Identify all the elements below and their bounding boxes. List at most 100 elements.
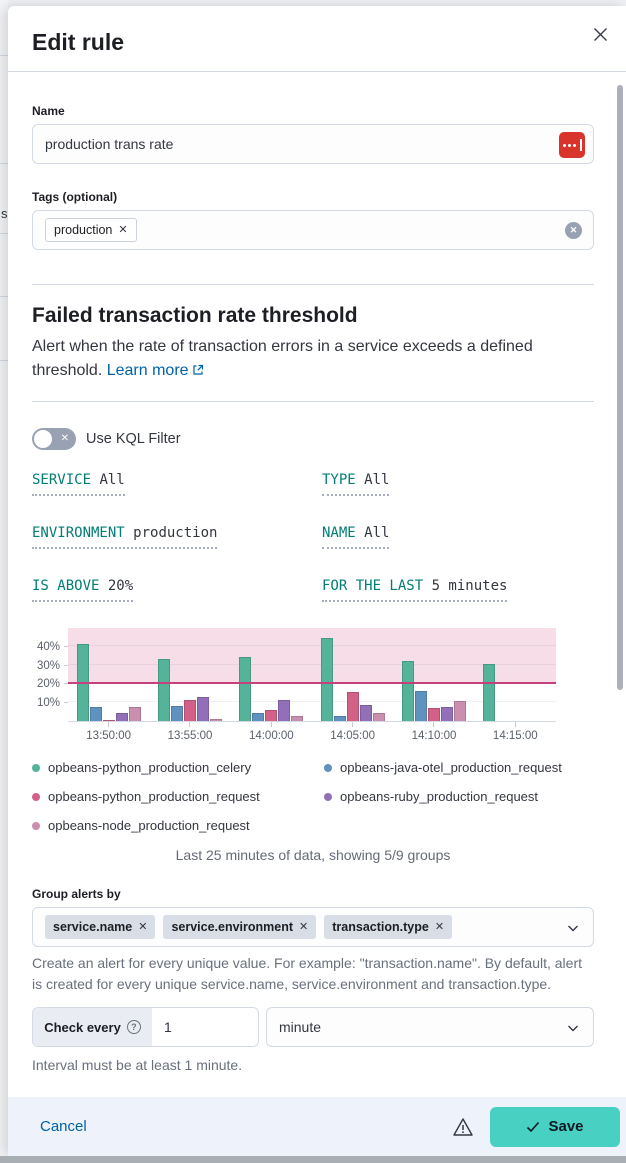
x-tick-mark: [514, 722, 516, 727]
legend-item[interactable]: opbeans-ruby_production_request: [324, 789, 594, 804]
name-input[interactable]: [45, 136, 581, 152]
legend-dot: [324, 763, 332, 772]
legend-item[interactable]: opbeans-python_production_celery: [32, 760, 324, 775]
bar-opbeans-python_production_request: [427, 708, 440, 721]
bar-group: [312, 628, 393, 721]
x-tick-label: 13:50:00: [86, 730, 132, 742]
tags-combobox[interactable]: production ✕ ✕: [32, 210, 594, 250]
bar-opbeans-ruby_production_request: [359, 705, 372, 721]
interval-count-input[interactable]: [164, 1019, 258, 1035]
remove-group-by-icon[interactable]: ✕: [434, 920, 445, 933]
legend-dot: [32, 792, 40, 801]
interval-unit-select[interactable]: minute: [266, 1007, 594, 1047]
group-by-badge-label: service.environment: [171, 920, 294, 934]
group-alerts-by-label: Group alerts by: [32, 887, 121, 901]
kql-filter-toggle[interactable]: ✕: [32, 428, 76, 450]
bar-opbeans-java-otel_production_request: [89, 707, 102, 721]
expression-service[interactable]: SERVICE All: [32, 472, 125, 496]
bar-opbeans-node_production_request: [209, 719, 222, 721]
rule-type-title: Failed transaction rate threshold: [32, 304, 358, 327]
bar-group: [393, 628, 474, 721]
bar-group: [68, 628, 149, 721]
learn-more-link[interactable]: Learn more: [107, 362, 204, 379]
cancel-button[interactable]: Cancel: [40, 1118, 87, 1135]
expression-value: All: [99, 472, 125, 488]
expression-label: NAME: [322, 525, 365, 541]
bar-opbeans-java-otel_production_request: [252, 713, 265, 721]
legend-dot: [32, 763, 40, 772]
legend-label: opbeans-node_production_request: [48, 818, 250, 833]
close-icon: [593, 27, 607, 41]
x-tick-label: 14:10:00: [411, 730, 457, 742]
legend-dot: [324, 792, 332, 801]
remove-group-by-icon[interactable]: ✕: [299, 920, 309, 933]
tags-field-label: Tags (optional): [32, 190, 118, 204]
legend-label: opbeans-python_production_request: [48, 789, 260, 804]
expression-value: 20%: [107, 578, 134, 594]
flyout-footer: Cancel Save: [8, 1097, 626, 1156]
bar-opbeans-java-otel_production_request: [170, 706, 183, 721]
legend-item[interactable]: opbeans-node_production_request: [32, 818, 324, 833]
expression-environment[interactable]: ENVIRONMENT production: [32, 525, 218, 549]
gridline: [68, 645, 556, 646]
bar-opbeans-python_production_request: [346, 692, 359, 721]
legend-dot: [32, 821, 40, 830]
lastpass-extension-icon[interactable]: [559, 132, 585, 158]
group-alerts-by-combobox[interactable]: service.name ✕ service.environment ✕ transac…: [32, 907, 594, 947]
threshold-line: [68, 682, 556, 684]
bar-group: [475, 628, 556, 721]
flyout-title: Edit rule: [32, 29, 125, 55]
save-button[interactable]: Save: [490, 1106, 620, 1147]
group-by-badge: transaction.type ✕: [324, 915, 453, 939]
x-tick-label: 13:55:00: [167, 730, 213, 742]
expression-value: All: [364, 472, 390, 488]
expression-label: TYPE: [322, 472, 365, 488]
expression-value: 5 minutes: [431, 578, 508, 594]
y-tick-label: 20%: [36, 678, 60, 690]
expression-name[interactable]: NAME All: [322, 525, 390, 549]
x-tick-mark: [108, 722, 110, 727]
y-tick-mark: [64, 646, 68, 647]
bar-opbeans-python_production_celery: [157, 659, 170, 721]
clear-tags-icon[interactable]: ✕: [565, 222, 582, 239]
legend-item[interactable]: opbeans-java-otel_production_request: [324, 760, 594, 775]
gridline: [68, 701, 556, 702]
chart-legend: opbeans-python_production_celery opbeans-…: [32, 760, 594, 833]
expression-type[interactable]: TYPE All: [322, 472, 390, 496]
x-tick-mark: [352, 722, 354, 727]
remove-group-by-icon[interactable]: ✕: [138, 920, 148, 933]
warning-icon[interactable]: [452, 1117, 474, 1137]
legend-item[interactable]: opbeans-python_production_request: [32, 789, 324, 804]
scrollbar-thumb[interactable]: [617, 85, 623, 690]
bar-group: [149, 628, 230, 721]
expression-for-the-last[interactable]: FOR THE LAST 5 minutes: [322, 578, 508, 602]
x-tick-mark: [189, 722, 191, 727]
name-field-label: Name: [32, 104, 65, 118]
bar-opbeans-ruby_production_request: [196, 697, 209, 721]
preview-chart: 10% 20% 30% 40% 13:50:00 13:55:00 14:00:00 14:…: [32, 628, 556, 742]
interval-hint: Interval must be at least 1 minute.: [32, 1057, 243, 1073]
y-tick-label: 40%: [36, 641, 60, 653]
chart-y-axis: 10% 20% 30% 40%: [32, 628, 68, 722]
x-axis-cell: 14:05:00: [312, 722, 393, 742]
question-icon[interactable]: ?: [126, 1020, 141, 1034]
bar-opbeans-node_production_request: [291, 716, 304, 721]
interval-count-wrap: [152, 1008, 258, 1046]
tag-badge: production ✕: [45, 218, 137, 242]
y-tick-label: 10%: [36, 697, 60, 709]
close-button[interactable]: [586, 20, 614, 48]
x-tick-label: 14:15:00: [492, 730, 538, 742]
x-tick-mark: [433, 722, 435, 727]
bar-opbeans-ruby_production_request: [115, 713, 128, 721]
bar-opbeans-python_production_celery: [320, 638, 333, 721]
chevron-down-icon: [568, 925, 578, 932]
bar-opbeans-java-otel_production_request: [414, 691, 427, 721]
group-alerts-by-help: Create an alert for every unique value. …: [32, 955, 582, 992]
expression-is-above[interactable]: IS ABOVE 20%: [32, 578, 134, 602]
tag-badge-label: production: [54, 223, 113, 237]
x-tick-label: 14:00:00: [248, 730, 294, 742]
legend-label: opbeans-java-otel_production_request: [340, 760, 562, 775]
remove-tag-icon[interactable]: ✕: [118, 223, 128, 236]
bar-opbeans-ruby_production_request: [440, 707, 453, 721]
chart-x-axis: 13:50:00 13:55:00 14:00:00 14:05:00 14:10:00…: [68, 722, 556, 742]
